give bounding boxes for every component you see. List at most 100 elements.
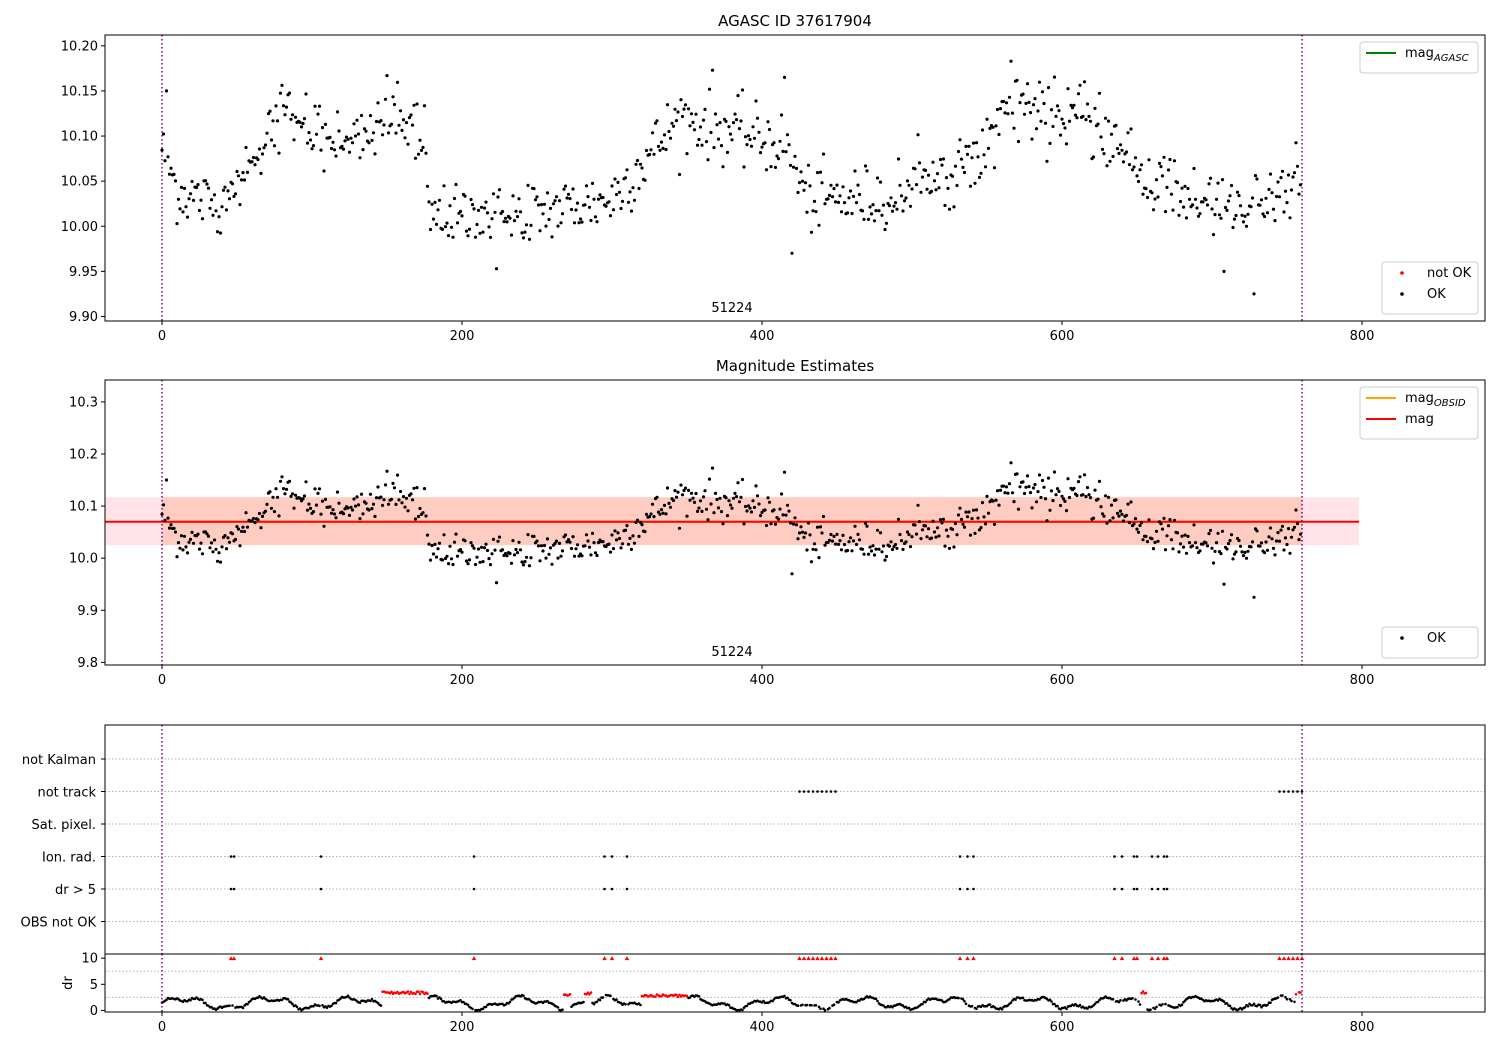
data-point-ok	[662, 503, 667, 507]
data-point-ok	[242, 529, 247, 534]
data-point-ok	[799, 525, 803, 529]
data-point-ok	[575, 201, 580, 205]
data-point-ok	[400, 501, 404, 505]
data-point-ok	[1175, 531, 1180, 535]
dr-point	[1180, 1003, 1184, 1006]
data-point-ok	[739, 119, 743, 123]
data-point-ok	[185, 215, 190, 219]
data-point-ok	[631, 534, 635, 538]
data-point-ok	[842, 201, 847, 205]
legend-box	[1381, 626, 1479, 659]
data-point-ok	[959, 157, 964, 161]
data-point-ok	[1039, 119, 1043, 123]
data-point-ok	[772, 141, 776, 145]
data-point-ok	[700, 509, 704, 513]
dr-clipped-marker	[609, 956, 615, 961]
data-point-ok	[691, 496, 695, 500]
data-point-ok	[488, 563, 493, 567]
data-point-ok	[721, 165, 725, 169]
data-point-ok	[409, 113, 413, 117]
data-point-ok	[850, 549, 854, 553]
dr-point	[1137, 1000, 1140, 1003]
data-point-ok	[737, 500, 742, 504]
data-point-ok	[178, 207, 182, 211]
data-point-ok	[1066, 87, 1070, 91]
data-point-ok	[1106, 495, 1111, 499]
y-tick-label: 10	[81, 952, 98, 967]
data-point-ok	[482, 206, 487, 210]
data-point-ok	[1180, 534, 1184, 538]
flag-point	[472, 887, 476, 891]
data-point-ok	[601, 540, 605, 544]
data-point-ok	[1108, 159, 1112, 163]
data-point-ok	[566, 192, 571, 196]
data-point-ok	[539, 203, 544, 207]
flag-point	[1287, 790, 1290, 793]
data-point-ok	[587, 545, 592, 549]
data-point-ok	[1063, 126, 1067, 130]
data-point-ok	[857, 192, 862, 197]
data-point-ok	[1109, 503, 1114, 507]
data-point-ok	[1081, 114, 1085, 118]
dr-point	[975, 1007, 978, 1010]
dr-point	[817, 1005, 821, 1009]
data-point-ok	[1084, 118, 1088, 122]
dr-point	[231, 1004, 234, 1007]
data-point-ok	[820, 181, 824, 185]
data-point-ok	[1268, 526, 1273, 530]
data-point-ok	[452, 196, 457, 201]
data-point-ok	[728, 503, 733, 507]
data-point-ok	[965, 152, 970, 156]
data-point-ok	[829, 183, 833, 187]
data-point-ok	[881, 203, 886, 207]
data-point-ok	[335, 110, 340, 114]
dr-clipped-marker	[824, 956, 829, 961]
data-point-ok	[1237, 538, 1241, 543]
data-point-ok	[545, 191, 550, 195]
data-point-ok	[322, 524, 326, 528]
data-point-ok	[940, 521, 944, 525]
data-point-ok	[196, 183, 200, 187]
data-point-ok	[1279, 528, 1283, 532]
data-point-ok	[430, 202, 434, 206]
data-point-ok	[1271, 546, 1276, 551]
data-point-ok	[577, 221, 581, 225]
data-point-ok	[854, 542, 859, 547]
data-point-ok	[392, 486, 397, 490]
data-point-ok	[968, 533, 973, 537]
data-point-ok	[272, 144, 277, 148]
data-point-ok	[908, 204, 913, 208]
data-point-ok	[593, 215, 598, 219]
data-point-ok	[782, 470, 787, 474]
data-point-ok	[517, 540, 521, 544]
data-point-ok	[484, 200, 488, 204]
dr-point	[1293, 1000, 1296, 1004]
data-point-ok	[1283, 189, 1288, 193]
dr-point	[204, 1001, 207, 1005]
dr-point	[1164, 1002, 1167, 1006]
data-point-ok	[1018, 485, 1022, 489]
data-point-ok	[1205, 203, 1210, 207]
data-point-ok	[809, 560, 814, 564]
dr-point	[805, 1003, 809, 1007]
data-point-ok	[569, 546, 574, 551]
data-point-ok	[974, 508, 979, 512]
data-point-ok	[580, 220, 584, 224]
data-point-ok	[710, 466, 715, 470]
data-point-ok	[734, 495, 739, 499]
data-point-ok	[227, 540, 232, 544]
data-point-ok	[332, 512, 337, 516]
data-point-ok	[905, 530, 910, 534]
data-point-ok	[1064, 509, 1069, 513]
data-point-ok	[269, 138, 274, 142]
dr-point	[325, 1006, 329, 1009]
data-point-ok	[496, 195, 500, 199]
data-point-ok	[875, 176, 880, 180]
data-point-ok	[1294, 141, 1298, 145]
dr-ylabel: dr	[61, 976, 76, 990]
flag-label: OBS not OK	[21, 916, 97, 931]
dr-point	[321, 1004, 324, 1007]
data-point-ok	[862, 217, 866, 221]
data-point-ok	[197, 208, 202, 213]
data-point-ok	[619, 206, 623, 211]
